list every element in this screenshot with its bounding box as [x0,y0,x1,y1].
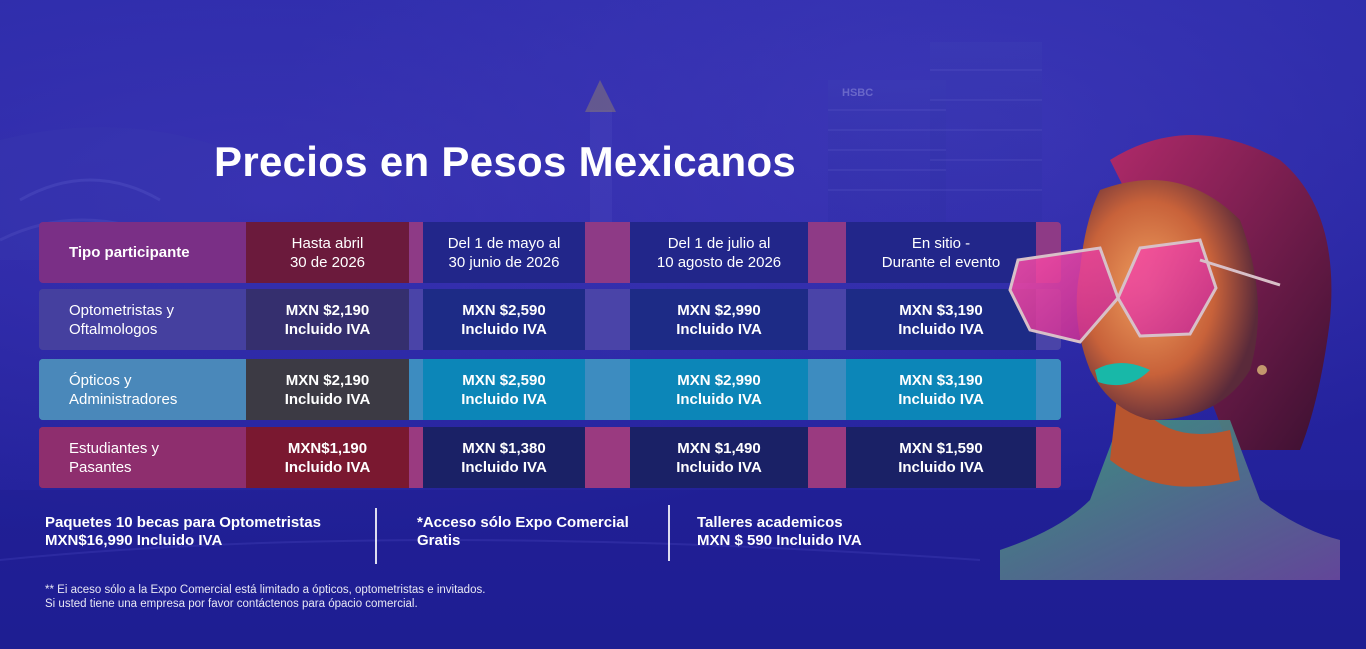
header-gap [409,222,423,283]
gap [1036,427,1061,488]
price-cell: MXN $1,590 Incluido IVA [846,427,1036,488]
price-cell: MXN $1,490 Incluido IVA [630,427,808,488]
price-cell: MXN $2,190 Incluido IVA [246,359,409,420]
row-label: Estudiantes y Pasantes [39,427,246,488]
footnote: ** Ei aceso sólo a la Expo Comercial est… [45,584,486,610]
header-hasta-abril: Hasta abril 30 de 2026 [246,222,409,283]
table-row: Ópticos y Administradores MXN $2,190 Inclu… [39,359,1061,420]
price-cell: MXN $2,190 Incluido IVA [246,289,409,350]
price-cell: MXN $3,190 Incluido IVA [846,289,1036,350]
table-header-row: Tipo participante Hasta abril 30 de 2026 … [39,222,1061,283]
gap [585,289,630,350]
header-mayo-junio: Del 1 de mayo al 30 junio de 2026 [423,222,585,283]
gap [808,427,846,488]
woman-illustration [1000,135,1340,580]
price-cell: MXN $1,380 Incluido IVA [423,427,585,488]
header-julio-agosto: Del 1 de julio al 10 agosto de 2026 [630,222,808,283]
info-paquetes: Paquetes 10 becas para Optometristas MXN$… [45,514,321,549]
header-en-sitio: En sitio - Durante el evento [846,222,1036,283]
gap [409,427,423,488]
gap [409,289,423,350]
page-title: Precios en Pesos Mexicanos [214,138,797,185]
gap [409,359,423,420]
divider [375,508,377,564]
price-cell: MXN$1,190 Incluido IVA [246,427,409,488]
row-label: Optometristas y Oftalmologos [39,289,246,350]
price-cell: MXN $3,190 Incluido IVA [846,359,1036,420]
gap [585,427,630,488]
gap [1036,359,1061,420]
header-gap [808,222,846,283]
info-acceso-expo: *Acceso sólo Expo Comercial Gratis [417,514,629,549]
price-cell: MXN $2,590 Incluido IVA [423,289,585,350]
price-cell: MXN $2,990 Incluido IVA [630,359,808,420]
building-sign: HSBC [842,87,873,99]
gap [585,359,630,420]
header-tipo-participante: Tipo participante [39,222,246,283]
price-cell: MXN $2,590 Incluido IVA [423,359,585,420]
divider [668,505,670,561]
gap [808,289,846,350]
header-gap [585,222,630,283]
row-label: Ópticos y Administradores [39,359,246,420]
price-cell: MXN $2,990 Incluido IVA [630,289,808,350]
table-row: Estudiantes y Pasantes MXN$1,190 Incluido … [39,427,1061,488]
table-row: Optometristas y Oftalmologos MXN $2,190 In… [39,289,1061,350]
info-talleres: Talleres academicos MXN $ 590 Incluido IV… [697,514,862,549]
gap [808,359,846,420]
